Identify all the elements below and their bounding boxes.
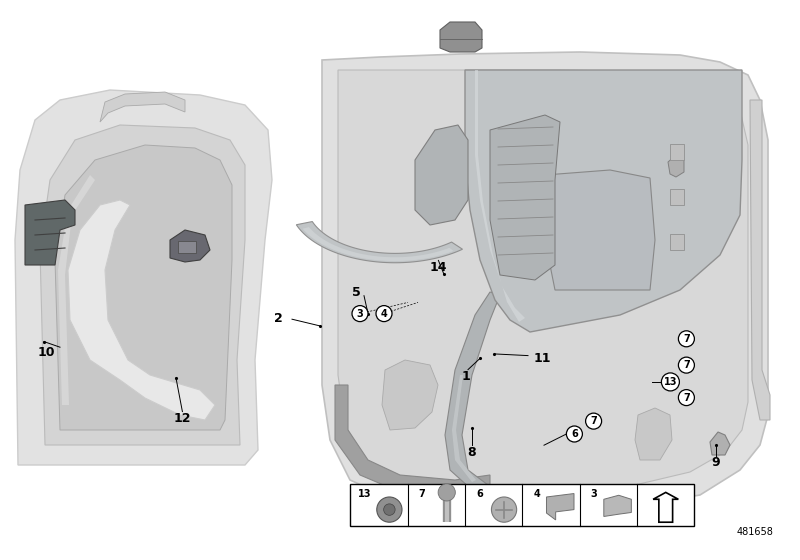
Text: 9: 9 [712, 455, 720, 469]
Circle shape [678, 390, 694, 405]
Polygon shape [25, 200, 75, 265]
Polygon shape [100, 92, 185, 122]
Circle shape [662, 373, 679, 391]
Polygon shape [335, 385, 490, 500]
Text: 7: 7 [590, 416, 597, 426]
Text: 3: 3 [590, 489, 598, 498]
Polygon shape [490, 115, 560, 280]
Text: 4: 4 [381, 309, 387, 319]
Polygon shape [670, 189, 684, 205]
Polygon shape [55, 145, 232, 430]
Polygon shape [710, 432, 730, 455]
Polygon shape [58, 175, 95, 405]
Text: 5: 5 [352, 286, 360, 299]
Circle shape [566, 426, 582, 442]
Polygon shape [40, 125, 245, 445]
Polygon shape [670, 144, 684, 160]
Polygon shape [545, 170, 655, 290]
Text: 6: 6 [476, 489, 482, 498]
Text: 2: 2 [274, 311, 282, 325]
Circle shape [678, 357, 694, 373]
Circle shape [352, 306, 368, 321]
Text: 3: 3 [357, 309, 363, 319]
Polygon shape [635, 408, 672, 460]
Text: 12: 12 [174, 412, 191, 426]
Polygon shape [546, 493, 574, 520]
Polygon shape [670, 234, 684, 250]
Polygon shape [68, 200, 215, 420]
Text: 14: 14 [430, 260, 447, 274]
Polygon shape [338, 70, 748, 488]
Polygon shape [668, 155, 684, 177]
Text: 7: 7 [683, 360, 690, 370]
Polygon shape [322, 52, 768, 508]
Polygon shape [296, 222, 462, 263]
Text: 7: 7 [418, 489, 426, 498]
Bar [178, 241, 196, 253]
Circle shape [678, 331, 694, 347]
Circle shape [586, 413, 602, 429]
Text: 10: 10 [38, 346, 55, 360]
Polygon shape [452, 375, 476, 482]
Circle shape [376, 306, 392, 321]
Polygon shape [465, 70, 742, 332]
Polygon shape [415, 125, 468, 225]
Bar [350, 484, 694, 526]
Polygon shape [750, 100, 770, 420]
Polygon shape [170, 230, 210, 262]
Polygon shape [302, 227, 454, 261]
Text: 11: 11 [534, 352, 551, 365]
Polygon shape [475, 70, 525, 322]
Polygon shape [604, 495, 631, 516]
Text: 13: 13 [358, 489, 371, 498]
Text: 481658: 481658 [737, 527, 774, 537]
Text: 6: 6 [571, 429, 578, 439]
Text: 4: 4 [534, 489, 540, 498]
Polygon shape [653, 492, 678, 522]
Circle shape [438, 484, 455, 501]
Polygon shape [15, 90, 272, 465]
Text: 8: 8 [468, 446, 476, 459]
Circle shape [491, 497, 517, 522]
Text: 1: 1 [462, 370, 470, 383]
Polygon shape [382, 360, 438, 430]
Polygon shape [445, 292, 500, 488]
Circle shape [384, 504, 395, 515]
Text: 7: 7 [683, 334, 690, 344]
Circle shape [377, 497, 402, 522]
Polygon shape [440, 22, 482, 52]
Text: 13: 13 [664, 377, 677, 387]
Text: 7: 7 [683, 393, 690, 403]
